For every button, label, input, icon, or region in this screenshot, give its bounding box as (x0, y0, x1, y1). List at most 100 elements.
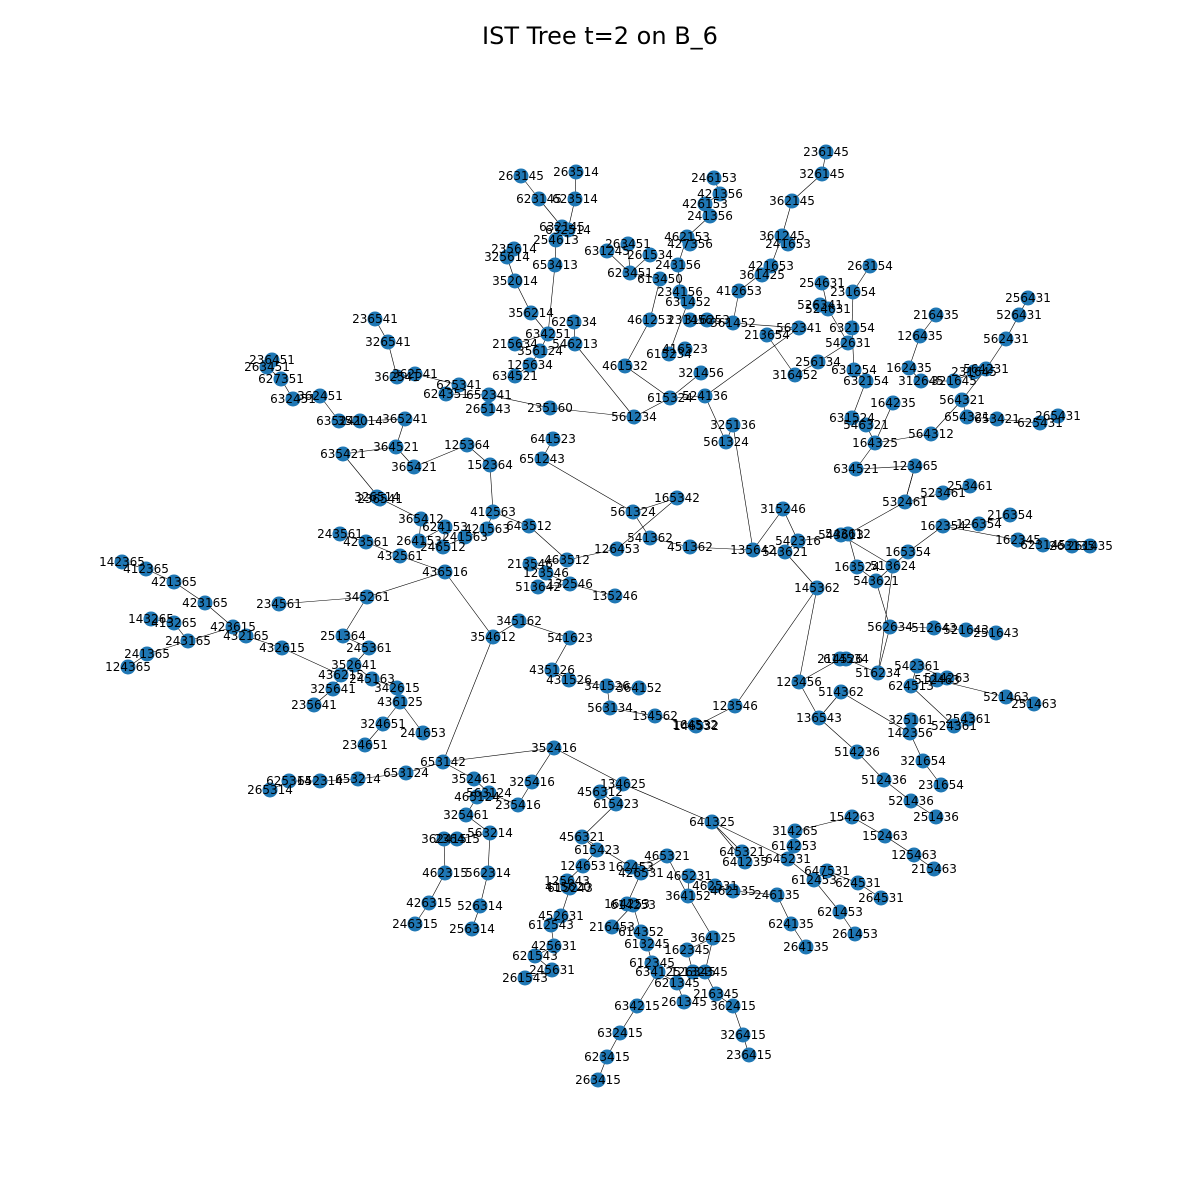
node-label: 546213 (552, 337, 598, 351)
node-label: 543621 (762, 545, 808, 559)
tree-node (867, 435, 883, 451)
tree-node (485, 629, 501, 645)
tree-node (787, 367, 803, 383)
node-label: 621345 (654, 976, 700, 990)
node-label: 265431 (1035, 409, 1081, 423)
node-label: 514236 (834, 745, 880, 759)
node-label: 352641 (331, 658, 377, 672)
node-label: 542631 (825, 336, 871, 350)
tree-node (407, 916, 423, 932)
node-label: 641235 (722, 855, 768, 869)
tree-node (958, 622, 974, 638)
node-label: 325161 (888, 713, 934, 727)
node-label: 423165 (182, 596, 228, 610)
node-label: 246315 (392, 917, 438, 931)
node-label: 524361 (931, 719, 977, 733)
tree-node (466, 771, 482, 787)
tree-node (562, 630, 578, 646)
node-label: 164253 (604, 897, 650, 911)
node-label: 634215 (614, 999, 660, 1013)
tree-node (832, 904, 848, 920)
tree-node (870, 665, 886, 681)
tree-node (848, 461, 864, 477)
tree-node (357, 737, 373, 753)
tree-node (862, 258, 878, 274)
node-label: 236415 (726, 1048, 772, 1062)
tree-node (166, 574, 182, 590)
tree-edge (569, 583, 616, 597)
tree-edge (794, 816, 853, 832)
node-label: 365412 (398, 512, 444, 526)
node-label: 635241 (316, 414, 362, 428)
tree-node (642, 247, 658, 263)
tree-node (626, 409, 642, 425)
node-label: 165342 (654, 491, 700, 505)
node-label: 631254 (831, 363, 877, 377)
tree-edge (732, 322, 800, 329)
tree-node (672, 284, 688, 300)
node-label: 263145 (498, 169, 544, 183)
tree-node (507, 368, 523, 384)
tree-node (915, 753, 931, 769)
tree-node (415, 725, 431, 741)
node-label: 362541 (374, 370, 420, 384)
node-label: 256314 (449, 922, 495, 936)
node-label: 231456 (667, 313, 713, 327)
node-label: 653214 (335, 772, 381, 786)
tree-node (685, 964, 701, 980)
tree-node (548, 232, 564, 248)
node-label: 546321 (843, 418, 889, 432)
node-label: 361452 (710, 316, 756, 330)
node-label: 634251 (525, 327, 571, 341)
tree-node (532, 343, 548, 359)
tree-node (798, 939, 814, 955)
tree-node (849, 559, 865, 575)
tree-edge (875, 580, 891, 628)
node-label: 436125 (377, 695, 423, 709)
figure-title: IST Tree t=2 on B_6 (482, 22, 718, 50)
node-label: 251643 (973, 626, 1019, 640)
tree-node (469, 789, 485, 805)
node-label: 135246 (592, 589, 638, 603)
tree-node (238, 628, 254, 644)
node-label: 624351 (423, 387, 469, 401)
node-label: 164532 (672, 718, 718, 732)
tree-edge (752, 508, 784, 551)
tree-node (285, 391, 301, 407)
tree-edge (442, 636, 494, 763)
tree-edge (357, 772, 407, 780)
tree-node (845, 284, 861, 300)
tree-node (542, 400, 558, 416)
node-label: 263514 (553, 165, 599, 179)
tree-node (962, 478, 978, 494)
node-label: 256431 (1005, 291, 1051, 305)
tree-node (939, 670, 955, 686)
tree-node (712, 186, 728, 202)
tree-node (359, 589, 375, 605)
tree-node (850, 875, 866, 891)
node-label: 125634 (507, 358, 553, 372)
node-label: 246135 (754, 888, 800, 902)
node-label: 164325 (852, 436, 898, 450)
tree-node (926, 620, 942, 636)
tree-node (877, 828, 893, 844)
tree-node (545, 431, 561, 447)
tree-node (358, 534, 374, 550)
tree-node (702, 208, 718, 224)
tree-edge (668, 301, 689, 355)
tree-node (574, 829, 590, 845)
tree-node (352, 413, 368, 429)
tree-node (650, 964, 666, 980)
tree-node (397, 411, 413, 427)
tree-node (902, 725, 918, 741)
node-label: 624531 (835, 876, 881, 890)
node-label: 162345 (995, 533, 1041, 547)
node-label: 431526 (546, 673, 592, 687)
tree-node (669, 490, 685, 506)
node-label: 653124 (383, 766, 429, 780)
tree-node (436, 831, 452, 847)
tree-node (897, 494, 913, 510)
node-label: 352416 (531, 741, 577, 755)
tree-node (114, 554, 130, 570)
